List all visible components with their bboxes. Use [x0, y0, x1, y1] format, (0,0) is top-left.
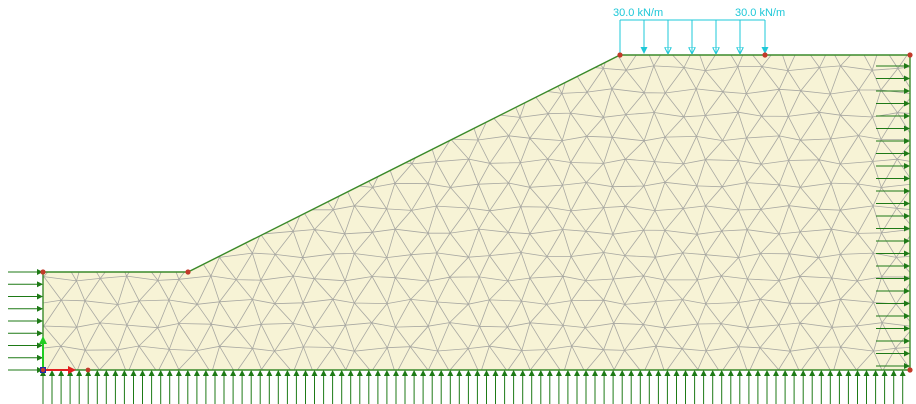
point-crest[interactable] [617, 52, 623, 58]
point-origin [40, 367, 46, 373]
load-label-left: 30.0 kN/m [613, 7, 663, 19]
point-toe-left[interactable] [40, 269, 46, 275]
bottom-vertical-fixity [40, 370, 906, 404]
right-horizontal-fixity [876, 63, 910, 369]
point-slope-toe[interactable] [185, 269, 191, 275]
geometry-points[interactable] [40, 52, 913, 373]
point-bottom-marker [85, 367, 91, 373]
soil-domain[interactable] [43, 55, 910, 370]
load-label-right: 30.0 kN/m [735, 7, 785, 19]
axis-triad [39, 336, 91, 374]
point-load-end[interactable] [762, 52, 768, 58]
left-horizontal-fixity [8, 269, 43, 373]
distributed-load-arrows[interactable] [619, 20, 769, 54]
point-top-right[interactable] [907, 52, 913, 58]
point-bottom-right[interactable] [907, 367, 913, 373]
